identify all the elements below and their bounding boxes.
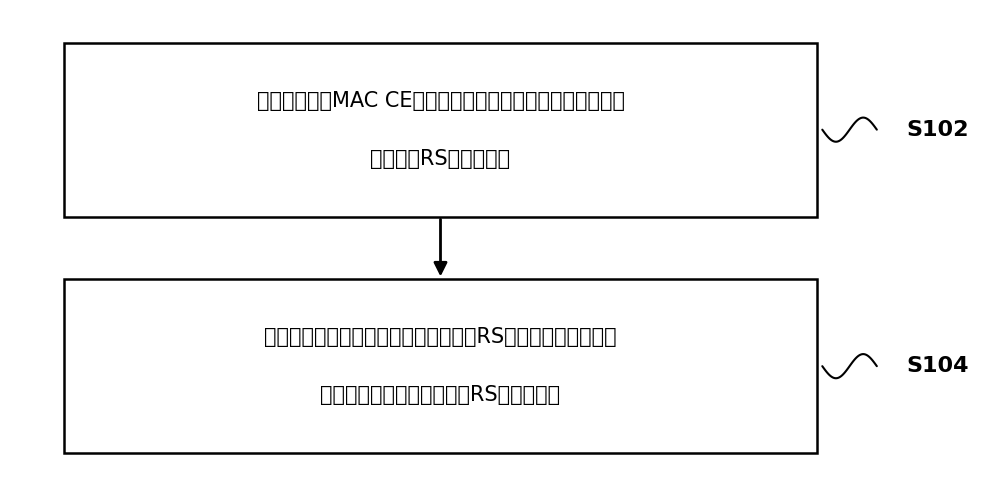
FancyBboxPatch shape <box>64 279 817 453</box>
FancyBboxPatch shape <box>64 43 817 217</box>
Text: S104: S104 <box>907 356 969 376</box>
Text: S102: S102 <box>907 120 969 139</box>
Text: 终端设备根据第一信道或第一参考信号RS的参数信息，确定在: 终端设备根据第一信道或第一参考信号RS的参数信息，确定在 <box>264 327 617 347</box>
Text: 预设条件下第二信道或第二RS的参数信息: 预设条件下第二信道或第二RS的参数信息 <box>320 385 561 405</box>
Text: 参考信号RS的参数信息: 参考信号RS的参数信息 <box>370 149 511 168</box>
Text: 网络设备利用MAC CE命令更新、激活或指示第一信道或第一: 网络设备利用MAC CE命令更新、激活或指示第一信道或第一 <box>257 91 624 110</box>
